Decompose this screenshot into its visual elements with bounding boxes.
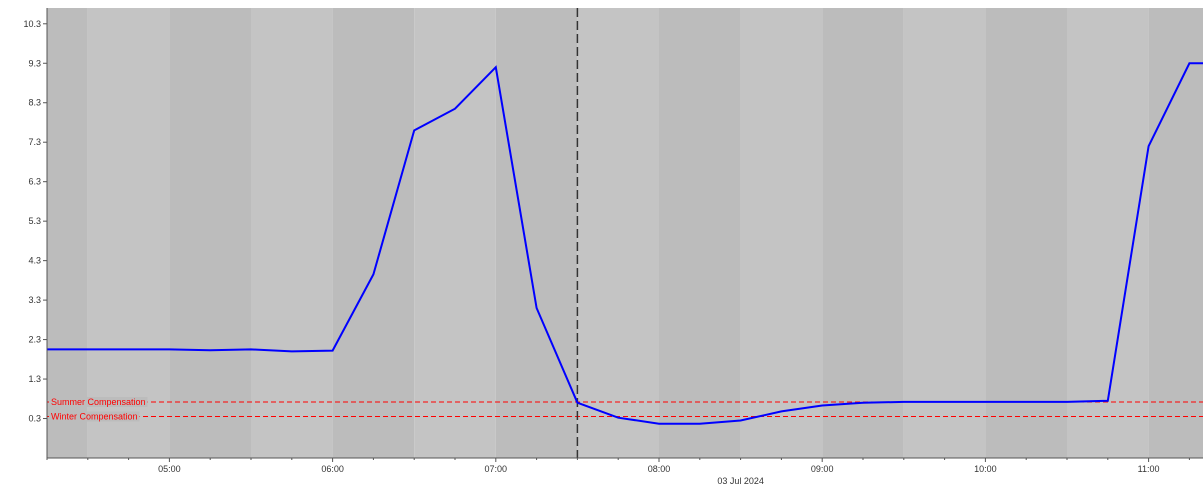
time-band: [1148, 8, 1203, 458]
x-tick-label: 11:00: [1138, 464, 1160, 474]
x-tick-label: 08:00: [648, 464, 671, 474]
time-bands: [47, 8, 1203, 458]
axes: [46, 8, 1203, 459]
time-band: [47, 8, 88, 458]
time-band: [822, 8, 904, 458]
time-band: [659, 8, 741, 458]
time-band: [169, 8, 251, 458]
y-tick-label: 2.3: [28, 335, 41, 345]
time-band: [903, 8, 986, 458]
time-band: [251, 8, 333, 458]
threshold-label: Summer Compensation: [51, 397, 146, 407]
y-axis-ticks: 0.3 1.3 2.3 3.3 4.3 5.3 6.3 7.3 8.3 9.3 10.3: [23, 19, 47, 424]
y-tick-label: 8.3: [28, 98, 41, 108]
time-band: [495, 8, 578, 458]
y-tick-label: 0.3: [28, 414, 41, 424]
time-band: [332, 8, 415, 458]
y-tick-label: 5.3: [28, 216, 41, 226]
y-tick-label: 6.3: [28, 177, 41, 187]
time-band: [1067, 8, 1149, 458]
time-band: [87, 8, 170, 458]
time-band: [740, 8, 823, 458]
y-tick-label: 10.3: [23, 19, 41, 29]
threshold-label-bg: [49, 411, 140, 422]
series-line: [47, 62, 1203, 425]
y-tick-label: 7.3: [28, 137, 41, 147]
x-tick-label: 10:00: [974, 464, 997, 474]
threshold-label-bg: [49, 396, 148, 407]
x-tick-label: 09:00: [811, 464, 834, 474]
time-band: [577, 8, 659, 458]
x-tick-label: 07:00: [485, 464, 508, 474]
x-tick-label: 06:00: [321, 464, 344, 474]
x-axis-ticks: 05:00 06:00 07:00 08:00 09:00 10:00 11:00: [46, 458, 1190, 474]
y-tick-label: 4.3: [28, 256, 41, 266]
y-tick-label: 3.3: [28, 295, 41, 305]
threshold-label: Winter Compensation: [51, 412, 138, 422]
time-band: [414, 8, 496, 458]
y-tick-label: 9.3: [28, 58, 41, 68]
x-tick-label: 05:00: [158, 464, 181, 474]
y-tick-label: 1.3: [28, 374, 41, 384]
time-band: [985, 8, 1067, 458]
date-label: 03 Jul 2024: [717, 476, 764, 486]
